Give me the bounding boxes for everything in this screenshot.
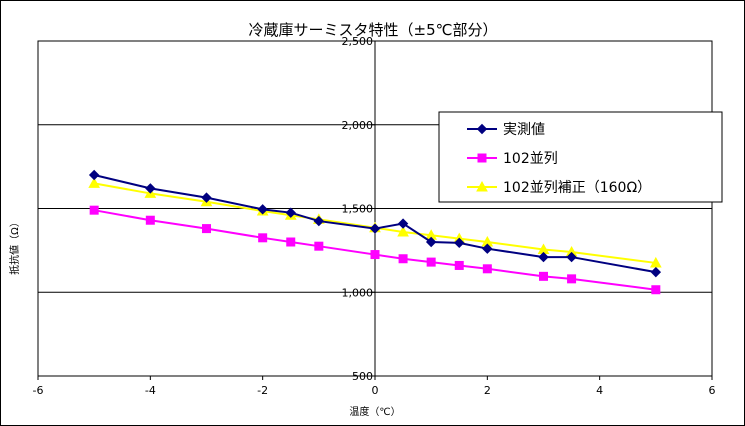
legend-swatch-marker xyxy=(476,123,488,135)
data-point xyxy=(88,177,101,188)
series-line xyxy=(93,209,656,291)
data-point xyxy=(145,215,155,225)
data-point xyxy=(425,236,437,248)
x-tick-label: 4 xyxy=(596,384,603,397)
y-tick-label: 1,500 xyxy=(342,203,374,216)
data-point xyxy=(285,207,296,218)
data-point xyxy=(202,224,211,234)
x-tick-label: -2 xyxy=(257,384,268,397)
data-point xyxy=(370,250,380,260)
data-point xyxy=(397,225,409,237)
data-point xyxy=(145,183,156,194)
series-line xyxy=(93,174,657,274)
series-line xyxy=(93,182,656,264)
data-point xyxy=(566,251,577,263)
data-point xyxy=(482,243,493,254)
data-point xyxy=(258,233,268,243)
x-tick-label: 2 xyxy=(484,384,491,397)
series-layer xyxy=(88,169,662,295)
y-tick-label: 1,000 xyxy=(342,286,374,299)
y-tick-label: 2,000 xyxy=(342,119,374,132)
data-point xyxy=(369,223,381,234)
legend-label: 102並列補正（160Ω） xyxy=(503,180,651,196)
data-point xyxy=(313,215,325,227)
x-tick-label: -6 xyxy=(33,384,44,397)
x-tick-label: 0 xyxy=(372,384,379,397)
data-point xyxy=(650,266,662,278)
legend-label: 実測値 xyxy=(503,122,545,138)
legend-label: 102並列 xyxy=(503,151,558,167)
data-point xyxy=(538,251,549,263)
data-point xyxy=(426,257,436,267)
x-tick-label: -4 xyxy=(145,384,156,397)
data-point xyxy=(398,254,408,264)
legend-item: 実測値 xyxy=(467,122,545,138)
data-point xyxy=(567,274,577,284)
legend-item: 102並列 xyxy=(467,151,558,167)
data-point xyxy=(454,260,464,270)
data-point xyxy=(482,264,492,274)
data-point xyxy=(257,204,268,215)
x-tick-label: 6 xyxy=(709,384,716,397)
data-point xyxy=(314,241,324,251)
data-point xyxy=(649,256,662,268)
data-point xyxy=(89,205,99,215)
data-point xyxy=(454,237,465,249)
data-point xyxy=(651,285,661,295)
y-axis-label: 抵抗値（Ω） xyxy=(8,217,21,275)
legend: 実測値 102並列 102並列補正（160Ω） xyxy=(438,111,723,203)
x-axis-label: 温度（℃） xyxy=(349,405,400,418)
data-point xyxy=(539,271,548,281)
data-point xyxy=(397,218,409,229)
series-1 xyxy=(88,169,662,278)
data-point xyxy=(201,192,212,203)
chart-title: 冷蔵庫サーミスタ特性（±5℃部分） xyxy=(249,21,498,39)
axis-layer: 500 1,000 1,500 2,000 2,500 -6 -4 -2 0 2 4 6 xyxy=(33,35,716,397)
data-point xyxy=(88,169,100,181)
y-tick-label: 500 xyxy=(352,370,373,383)
data-point xyxy=(286,237,296,247)
legend-swatch-marker xyxy=(477,153,487,163)
legend-swatch-marker xyxy=(476,180,488,192)
series-2 xyxy=(89,205,661,295)
legend-item: 102並列補正（160Ω） xyxy=(467,180,651,196)
y-tick-label: 2,500 xyxy=(342,35,374,48)
